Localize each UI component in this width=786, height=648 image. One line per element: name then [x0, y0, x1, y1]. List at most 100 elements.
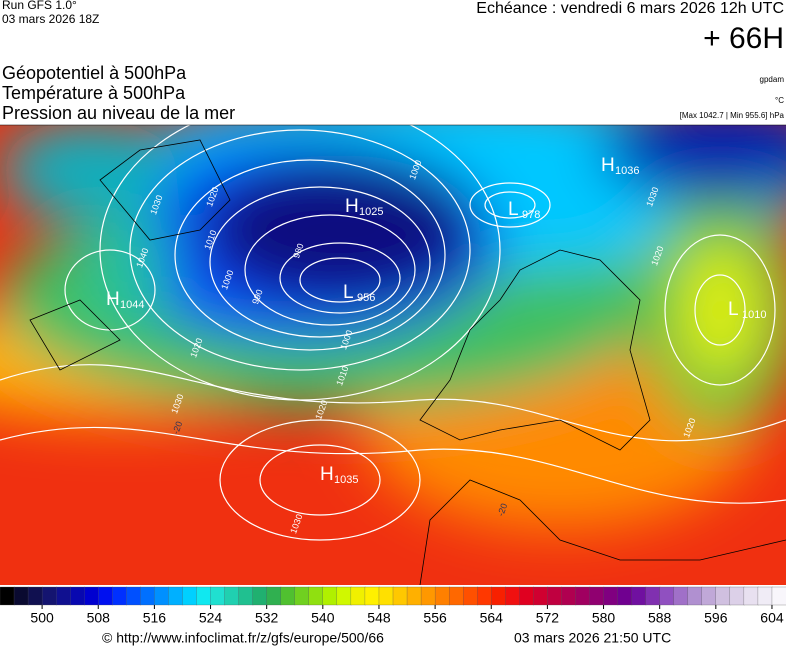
colorbar-swatch — [561, 586, 577, 606]
colorbar-tick-label: 524 — [199, 610, 223, 626]
colorbar-swatch — [491, 586, 506, 606]
pressure-center-letter: L — [343, 282, 354, 303]
isobars — [0, 125, 786, 541]
colorbar-swatch — [266, 586, 282, 606]
colorbar-swatch — [547, 586, 563, 606]
colorbar-swatch — [252, 586, 268, 606]
colorbar-swatch — [477, 586, 492, 606]
pressure-center-value: 1044 — [120, 299, 144, 311]
colorbar-swatch — [448, 586, 464, 606]
colorbar-swatch — [336, 586, 352, 606]
run: Run GFS 1.0° — [2, 0, 77, 12]
colorbar-swatch — [463, 586, 478, 606]
pressure-center-letter: H — [320, 464, 334, 485]
lead-time: + 66H — [703, 22, 784, 55]
pressure-center-value: 1035 — [334, 474, 358, 486]
title: Géopotentiel à 500hPa — [2, 63, 187, 83]
colorbar-swatch — [420, 586, 436, 606]
colorbar-swatch — [126, 586, 142, 606]
colorbar-swatch — [659, 586, 675, 606]
colorbar-swatch — [519, 586, 535, 606]
colorbar-tick-label: 564 — [480, 610, 504, 626]
colorbar-tick-label: 580 — [592, 610, 616, 626]
colorbar-swatch — [392, 586, 408, 606]
colorbar-swatch — [210, 586, 226, 606]
colorbar-tick-label: 540 — [311, 610, 335, 626]
pressure-center-value: 1025 — [359, 206, 383, 218]
colorbar-swatch — [13, 586, 29, 606]
colorbar-swatch — [434, 586, 450, 606]
colorbar-swatch — [98, 586, 113, 606]
colorbar-swatch — [55, 586, 71, 606]
colorbar-tick-label: 500 — [30, 610, 54, 626]
colorbar-swatch — [168, 586, 184, 606]
isobar-label: 990 — [250, 288, 265, 306]
colorbar-swatch — [589, 586, 605, 606]
colorbar-tick-label: 548 — [367, 610, 391, 626]
unit: [Max 1042.7 | Min 955.6] hPa — [680, 111, 785, 120]
title: Pression au niveau de la mer — [2, 103, 235, 123]
colorbar-swatch — [238, 586, 254, 606]
colorbar-swatch — [631, 586, 647, 606]
colorbar-swatch — [280, 586, 296, 606]
pressure-center-value: 956 — [357, 292, 375, 304]
colorbar-tick-label: 588 — [648, 610, 672, 626]
pressure-center-value: 1010 — [742, 309, 766, 321]
colorbar-swatch — [701, 586, 717, 606]
colorbar-swatch — [182, 586, 198, 606]
colorbar-swatch — [378, 586, 394, 606]
colorbar-swatch — [603, 586, 619, 606]
isobar-label: 980 — [291, 242, 306, 260]
isobar-label: -20 — [495, 502, 509, 518]
issued: 03 mars 2026 21:50 UTC — [514, 630, 671, 646]
colorbar-tick-label: 604 — [760, 610, 784, 626]
colorbar-swatch — [224, 586, 240, 606]
colorbar-swatch — [715, 586, 731, 606]
run-date: 03 mars 2026 18Z — [2, 12, 99, 26]
colorbar-swatch — [112, 586, 127, 606]
coastlines — [29, 139, 786, 585]
colorbar-tick-label: 508 — [87, 610, 111, 626]
colorbar-swatch — [533, 586, 549, 606]
colorbar-swatch — [743, 586, 759, 606]
map — [0, 125, 786, 585]
pressure-center-letter: L — [508, 199, 519, 220]
colorbar-tick-label: 516 — [143, 610, 167, 626]
colorbar-tick-label: 572 — [536, 610, 560, 626]
colorbar-swatch — [687, 586, 703, 606]
temperature-field — [0, 125, 786, 530]
colorbar-tick-label: 556 — [423, 610, 447, 626]
colorbar-swatch — [364, 586, 380, 606]
colorbar-tick-label: 596 — [704, 610, 728, 626]
title: Température à 500hPa — [2, 83, 186, 103]
colorbar-swatch — [757, 586, 773, 606]
colorbar-swatch — [0, 586, 15, 606]
colorbar-swatch — [154, 586, 170, 606]
colorbar-swatch — [70, 586, 85, 606]
colorbar-swatch — [771, 586, 786, 606]
colorbar-swatch — [308, 586, 324, 606]
colorbar-swatch — [196, 586, 212, 606]
colorbar-swatch — [84, 586, 99, 606]
pressure-center-letter: L — [728, 299, 739, 320]
pressure-center-letter: H — [345, 196, 359, 217]
colorbar-swatch — [140, 586, 156, 606]
colorbar-swatch — [27, 586, 43, 606]
isobar-label: -20 — [170, 420, 184, 436]
colorbar-swatch — [322, 586, 338, 606]
colorbar-swatch — [41, 586, 57, 606]
colorbar-swatch — [505, 586, 520, 606]
colorbar: 500 508 516 524 532 540 548 556 564 572 580 588 596 6… — [0, 586, 786, 626]
pressure-center-value: 1036 — [615, 165, 639, 177]
unit: °C — [775, 96, 784, 105]
colorbar-swatch — [406, 586, 422, 606]
colorbar-swatch — [645, 586, 661, 606]
pressure-center-letter: H — [106, 289, 120, 310]
colorbar-tick-label: 532 — [255, 610, 279, 626]
pressure-center-value: 978 — [522, 209, 540, 221]
colorbar-swatch — [350, 586, 366, 606]
colorbar-swatch — [575, 586, 591, 606]
